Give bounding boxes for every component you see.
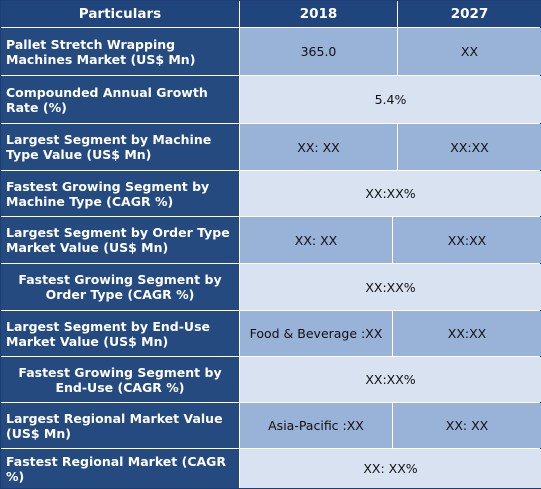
row-label-largest-machine-type: Largest Segment by Machine Type Value (U…: [1, 124, 239, 170]
row-value-largest-order-type-2027: XX:XX: [393, 217, 541, 263]
row-label-largest-end-use: Largest Segment by End-Use Market Value …: [1, 311, 239, 356]
row-label-fastest-regional: Fastest Regional Market (CAGR %): [1, 449, 239, 488]
row-label-market-value: Pallet Stretch Wrapping Machines Market …: [1, 28, 239, 75]
header-2018: 2018: [240, 1, 397, 27]
row-value-largest-machine-type-2018: XX: XX: [240, 124, 397, 170]
row-value-fastest-end-use: XX:XX%: [240, 357, 541, 402]
row-value-fastest-machine-type: XX:XX%: [240, 171, 541, 216]
row-value-cagr: 5.4%: [240, 76, 541, 123]
row-value-largest-end-use-2027: XX:XX: [393, 311, 541, 356]
row-value-largest-regional-2018: Asia-Pacific :XX: [240, 403, 392, 448]
row-value-largest-regional-2027: XX: XX: [393, 403, 541, 448]
row-label-largest-regional: Largest Regional Market Value (US$ Mn): [1, 403, 239, 448]
row-value-largest-machine-type-2027: XX:XX: [398, 124, 541, 170]
row-value-largest-end-use-2018: Food & Beverage :XX: [240, 311, 392, 356]
row-value-market-2018: 365.0: [240, 28, 397, 75]
row-value-fastest-order-type: XX:XX%: [240, 264, 541, 310]
row-label-fastest-machine-type: Fastest Growing Segment by Machine Type …: [1, 171, 239, 216]
row-value-fastest-regional: XX: XX%: [240, 449, 541, 488]
row-label-fastest-order-type: Fastest Growing Segment by Order Type (C…: [1, 264, 239, 310]
row-value-market-2027: XX: [398, 28, 541, 75]
row-label-cagr: Compounded Annual Growth Rate (%): [1, 76, 239, 123]
header-2027: 2027: [398, 1, 541, 27]
row-label-fastest-end-use: Fastest Growing Segment by End-Use (CAGR…: [1, 357, 239, 402]
row-value-largest-order-type-2018: XX: XX: [240, 217, 392, 263]
header-particulars: Particulars: [1, 1, 239, 27]
row-label-largest-order-type: Largest Segment by Order Type Market Val…: [1, 217, 239, 263]
